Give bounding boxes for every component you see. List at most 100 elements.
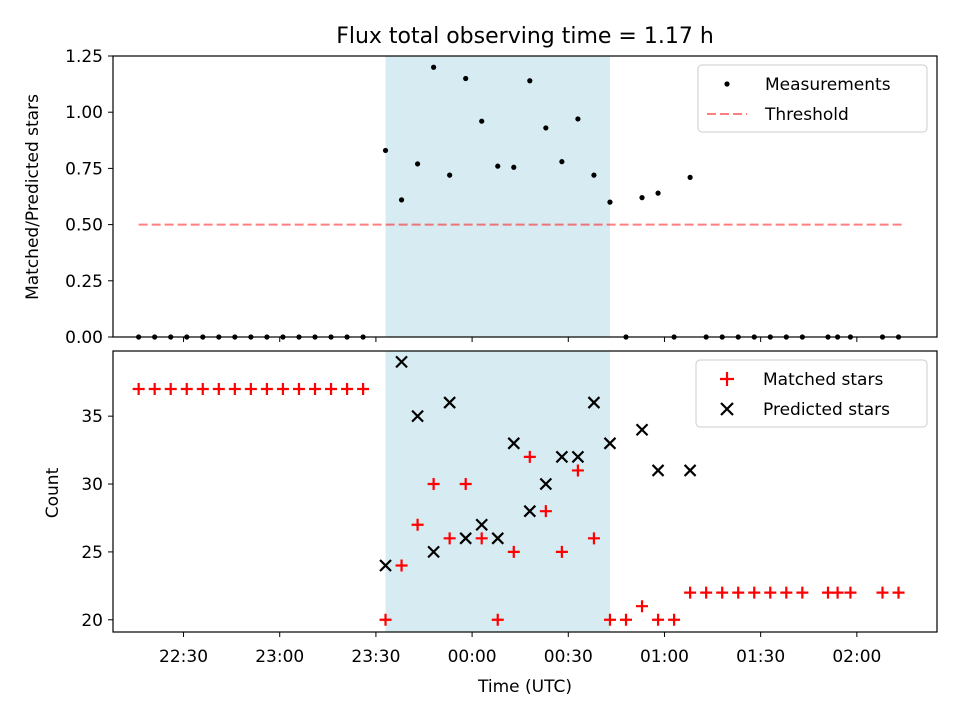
top-panel: 0.00 0.25 0.50 0.75 1.00 1.25 Matched/Predict…	[23, 47, 938, 348]
x-tick-label: 01:00	[640, 647, 689, 667]
x-tick-label: 23:30	[351, 647, 400, 667]
matched-star-point	[164, 383, 177, 396]
measurement-point	[575, 116, 581, 122]
legend-matched-label: Matched stars	[763, 370, 883, 390]
measurement-point	[559, 159, 565, 165]
predicted-star-point	[379, 559, 392, 572]
matched-star-point	[228, 383, 241, 396]
matched-star-point	[411, 518, 424, 531]
matched-star-point	[260, 383, 273, 396]
legend-threshold-label: Threshold	[764, 105, 849, 125]
predicted-star-point	[603, 437, 617, 450]
matched-star-point	[357, 383, 370, 396]
predicted-star-point	[683, 464, 697, 477]
x-tick-label: 01:30	[736, 647, 785, 667]
x-axis-label: Time (UTC)	[477, 677, 572, 697]
matched-star-point	[212, 383, 225, 396]
matched-star-point	[716, 586, 729, 599]
matched-star-point	[379, 613, 392, 626]
top-y-tick-label: 1.00	[65, 103, 103, 123]
top-y-tick-label: 0.25	[65, 272, 103, 292]
measurement-point	[607, 199, 613, 205]
predicted-star-point	[427, 545, 440, 559]
predicted-star-point	[475, 518, 488, 532]
measurement-point	[639, 195, 645, 201]
matched-star-point	[132, 383, 145, 396]
top-y-axis-label: Matched/Predicted stars	[23, 94, 43, 300]
measurement-point	[655, 190, 661, 196]
predicted-star-point	[571, 450, 585, 464]
matched-star-point	[780, 586, 793, 599]
matched-star-point	[507, 545, 520, 558]
predicted-star-point	[491, 532, 505, 545]
x-tick-label: 23:00	[255, 647, 304, 667]
measurement-point	[398, 197, 405, 203]
matched-star-point	[844, 586, 857, 599]
matched-star-point	[748, 586, 761, 599]
x-tick-label: 00:00	[448, 647, 497, 667]
matched-star-point	[292, 383, 305, 396]
measurement-point	[495, 163, 501, 169]
measurement-point	[479, 118, 485, 124]
matched-star-point	[700, 586, 713, 599]
predicted-star-point	[587, 396, 601, 409]
predicted-star-point	[507, 437, 521, 450]
matched-star-point	[523, 450, 536, 463]
measurement-point	[414, 161, 421, 167]
top-x-axis-ticks	[183, 337, 858, 342]
top-y-tick-label: 0.75	[65, 159, 103, 179]
matched-star-point	[668, 613, 681, 626]
bottom-legend-box	[695, 359, 928, 428]
predicted-star-point	[635, 423, 649, 437]
matched-star-point	[491, 613, 504, 626]
measurement-point	[431, 64, 437, 70]
bottom-y-tick-label: 30	[81, 475, 103, 495]
matched-star-point	[876, 586, 889, 599]
matched-star-point	[571, 464, 584, 477]
matched-star-point	[459, 478, 472, 491]
matched-star-point	[652, 613, 665, 626]
measurement-point	[591, 172, 597, 178]
legend-predicted-marker	[720, 402, 734, 416]
bottom-y-tick-label: 25	[81, 543, 103, 563]
top-y-axis-ticks: 0.00 0.25 0.50 0.75 1.00 1.25	[65, 47, 113, 348]
matched-star-point	[587, 532, 600, 545]
matched-star-point	[427, 478, 440, 491]
measurement-points	[136, 64, 902, 340]
bottom-y-axis-ticks: 20 25 30 35	[81, 407, 113, 631]
matched-star-point	[443, 532, 456, 545]
predicted-stars-points	[379, 355, 697, 572]
x-tick-label: 02:00	[832, 647, 881, 667]
bottom-y-tick-label: 35	[81, 407, 103, 427]
matched-star-point	[796, 586, 809, 599]
predicted-star-point	[523, 504, 537, 518]
top-y-tick-label: 0.50	[65, 216, 103, 236]
matched-star-point	[764, 586, 777, 599]
matched-star-point	[831, 586, 844, 599]
measurement-point	[527, 78, 533, 84]
legend-predicted-label: Predicted stars	[763, 400, 890, 420]
matched-star-point	[341, 383, 354, 396]
observing-window-band-bottom	[385, 351, 610, 632]
bottom-legend: Matched stars Predicted stars	[695, 359, 928, 428]
matched-star-point	[244, 383, 257, 396]
matched-star-point	[732, 586, 745, 599]
matched-star-point	[636, 600, 649, 613]
measurement-point	[463, 75, 469, 82]
predicted-star-point	[411, 409, 424, 423]
matched-star-point	[619, 613, 632, 626]
bottom-y-tick-label: 20	[81, 611, 103, 631]
measurement-point	[382, 147, 389, 154]
predicted-star-point	[443, 396, 456, 409]
matched-star-point	[325, 383, 338, 396]
bottom-panel: 20 25 30 35 22:30 23:00 23:30 00:00 00:30 01:00 0…	[43, 350, 938, 697]
top-legend-box	[697, 64, 928, 133]
x-tick-label: 00:30	[544, 647, 593, 667]
measurement-point	[543, 125, 549, 131]
x-tick-label: 22:30	[159, 647, 208, 667]
matched-stars-points	[132, 383, 905, 626]
matched-star-point	[180, 383, 193, 396]
predicted-star-point	[555, 450, 569, 464]
predicted-star-point	[651, 464, 665, 477]
observing-window-band-top	[385, 56, 610, 337]
